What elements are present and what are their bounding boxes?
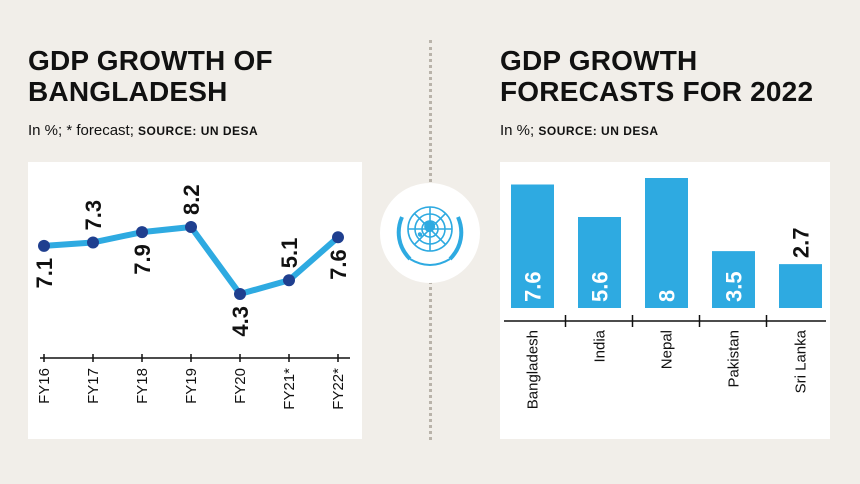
data-point — [283, 274, 295, 287]
right-chart-title: GDP GROWTH FORECASTS FOR 2022 — [500, 45, 814, 107]
data-point — [87, 236, 99, 249]
data-point — [136, 226, 148, 239]
bar-value-label: 3.5 — [722, 271, 747, 302]
bar-chart: 7.6 Bangladesh 5.6 India 8 Nepal 3.5 Pakistan 2.… — [504, 178, 835, 409]
x-tick-label: FY18 — [134, 368, 151, 404]
x-tick-label: FY20 — [232, 368, 249, 404]
category-label: Bangladesh — [525, 330, 542, 409]
data-label: 7.6 — [326, 249, 351, 280]
bar-value-label: 8 — [655, 290, 680, 302]
bar-value-label: 5.6 — [588, 271, 613, 302]
data-label: 7.9 — [130, 244, 155, 275]
line-chart: 7.1 FY16 7.3 FY17 7.9 FY18 8.2 FY19 4.3 FY20 5.1 FY… — [32, 184, 351, 410]
data-label: 7.1 — [32, 258, 57, 289]
bar — [645, 178, 688, 308]
data-label: 7.3 — [81, 200, 106, 231]
left-subtitle-text: In %; * forecast; — [28, 122, 139, 139]
un-emblem-icon — [380, 183, 480, 283]
category-label: Nepal — [659, 330, 676, 369]
x-tick-label: FY19 — [183, 368, 200, 404]
category-label: India — [592, 329, 609, 362]
category-label: Sri Lanka — [793, 329, 810, 393]
right-chart-subtitle: In %; SOURCE: UN DESA — [500, 122, 659, 139]
data-point — [332, 231, 344, 244]
data-point — [38, 239, 50, 252]
category-label: Pakistan — [726, 330, 743, 388]
data-label: 5.1 — [277, 238, 302, 269]
bar-value-label: 7.6 — [521, 271, 546, 302]
left-subtitle-source: SOURCE: UN DESA — [138, 124, 259, 138]
un-emblem-graphic — [396, 206, 464, 266]
data-label: 4.3 — [228, 306, 253, 337]
bar-chart-panel: 7.6 Bangladesh 5.6 India 8 Nepal 3.5 Pakistan 2.… — [500, 162, 835, 439]
data-label: 8.2 — [179, 184, 204, 215]
x-tick-label: FY21* — [281, 368, 298, 410]
x-tick-label: FY17 — [85, 368, 102, 404]
right-subtitle-text: In %; — [500, 122, 539, 139]
bar — [779, 264, 822, 308]
line-chart-panel: 7.1 FY16 7.3 FY17 7.9 FY18 8.2 FY19 4.3 FY20 5.1 FY… — [28, 162, 362, 439]
left-chart-subtitle: In %; * forecast; SOURCE: UN DESA — [28, 122, 258, 139]
bar-value-label: 2.7 — [789, 228, 814, 259]
left-chart-title: GDP GROWTH OF BANGLADESH — [28, 45, 273, 107]
data-point — [185, 221, 197, 233]
data-point — [234, 288, 246, 300]
bar — [712, 251, 755, 308]
x-tick-label: FY22* — [330, 368, 347, 410]
x-tick-label: FY16 — [36, 368, 53, 404]
bar — [578, 217, 621, 308]
bar — [511, 184, 554, 308]
right-subtitle-source: SOURCE: UN DESA — [538, 124, 659, 138]
